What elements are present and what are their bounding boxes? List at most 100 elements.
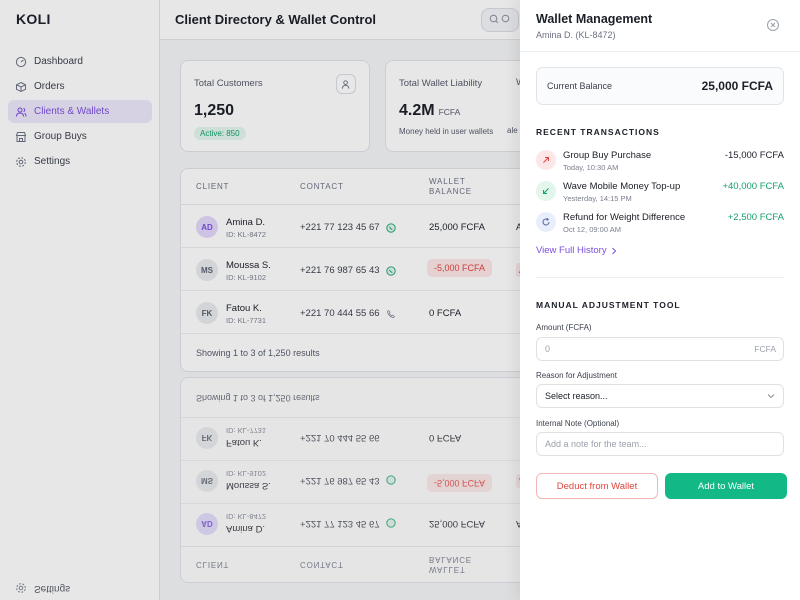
note-input[interactable] [536, 432, 784, 456]
avatar: AD [196, 216, 218, 238]
client-contact: +221 77 123 45 67 [300, 518, 396, 529]
amount-input[interactable] [536, 337, 784, 361]
client-phone: +221 70 444 55 66 [300, 308, 380, 319]
client-phone: +221 76 987 65 43 [300, 265, 380, 276]
sidebar-nav: Dashboard Orders Clients & Wallets Group… [8, 50, 152, 175]
recent-transactions-heading: RECENT TRANSACTIONS [536, 127, 660, 137]
client-name: Moussa S. [226, 260, 271, 271]
arrow-down-left-icon [536, 181, 556, 201]
reason-label: Reason for Adjustment [536, 371, 617, 380]
page-title: Client Directory & Wallet Control [175, 12, 377, 27]
sidebar-item-settings[interactable]: Settings [8, 150, 152, 173]
users-icon [336, 74, 356, 94]
client-contact: +221 70 444 55 66 [300, 308, 396, 319]
amount-label: Amount (FCFA) [536, 323, 592, 332]
sidebar-item-orders[interactable]: Orders [8, 75, 152, 98]
wallet-management-drawer: Wallet Management Amina D. (KL-8472) Cur… [520, 0, 800, 600]
transaction-amount: -15,000 FCFA [724, 150, 784, 161]
table-row[interactable]: MS Moussa S. ID: KL-9102 +221 76 987 65 … [181, 248, 779, 291]
search-button[interactable] [481, 8, 519, 32]
transaction-time: Oct 12, 09:00 AM [563, 225, 621, 234]
client-name: Fatou K. [226, 303, 262, 314]
sidebar-item-clients-wallets[interactable]: Clients & Wallets [8, 100, 152, 123]
store-icon [15, 131, 27, 143]
gear-icon [15, 156, 27, 168]
transaction-item[interactable]: Group Buy Purchase Today, 10:30 AM -15,0… [536, 150, 784, 178]
sidebar-item-settings-reflection: Settings [8, 577, 152, 600]
link-label: View Full History [536, 245, 607, 256]
wallet-balance: 0 FCFA [429, 308, 462, 319]
deduct-from-wallet-button[interactable]: Deduct from Wallet [536, 473, 658, 499]
whatsapp-icon[interactable] [385, 222, 396, 233]
reason-select[interactable]: Select reason... [536, 384, 784, 408]
balance-value: 25,000 FCFA [701, 79, 773, 93]
client-contact: +221 76 987 65 43 [300, 265, 396, 276]
stat-unit: FCFA [438, 107, 461, 117]
stat-subtext: Money held in user wallets [399, 127, 494, 136]
transaction-item[interactable]: Wave Mobile Money Top-up Yesterday, 14:1… [536, 181, 784, 209]
transaction-item[interactable]: Refund for Weight Difference Oct 12, 09:… [536, 212, 784, 240]
balance-label: Current Balance [547, 81, 613, 91]
sidebar-item-label: Clients & Wallets [34, 106, 110, 117]
client-id: ID: KL-9102 [226, 273, 267, 282]
client-name: Amina D. [226, 217, 266, 228]
drawer-title: Wallet Management [536, 12, 653, 26]
users-icon [15, 106, 27, 118]
chevron-down-icon [767, 394, 775, 399]
current-balance-card: Current Balance 25,000 FCFA [536, 67, 784, 105]
transaction-time: Yesterday, 14:15 PM [563, 194, 632, 203]
client-id: ID: KL-7731 [226, 316, 267, 325]
stat-subtext-partial: ale [507, 126, 518, 135]
avatar: MS [196, 259, 218, 281]
note-label: Internal Note (Optional) [536, 419, 620, 428]
stat-value-number: 4.2M [399, 102, 435, 119]
close-button[interactable] [766, 18, 780, 32]
table-row: AD Amina D. ID: KL-8472 +221 77 123 45 6… [181, 503, 780, 546]
transaction-name: Refund for Weight Difference [563, 212, 686, 223]
sidebar-item-group-buys[interactable]: Group Buys [8, 125, 152, 148]
modal-backdrop[interactable] [0, 0, 520, 600]
divider [536, 277, 784, 278]
sidebar: KOLI Dashboard Orders Clients & Wallets [0, 0, 160, 600]
close-icon [767, 19, 779, 31]
table-row[interactable]: AD Amina D. ID: KL-8472 +221 77 123 45 6… [181, 205, 779, 248]
column-header-contact: CONTACT [300, 182, 344, 191]
transaction-time: Today, 10:30 AM [563, 163, 619, 172]
transaction-name: Wave Mobile Money Top-up [563, 181, 681, 192]
drawer-subtitle: Amina D. (KL-8472) [536, 30, 616, 40]
table-row: MS Moussa S. ID: KL-9102 +221 76 987 65 … [181, 460, 780, 503]
table-row[interactable]: FK Fatou K. ID: KL-7731 +221 70 444 55 6… [181, 291, 779, 334]
column-header-line1: WALLET [429, 177, 466, 186]
stat-label: Total Wallet Liability [399, 78, 483, 89]
view-full-history-link[interactable]: View Full History [536, 245, 617, 256]
stat-value: 1,250 [194, 102, 235, 119]
chevron-right-icon [611, 247, 616, 254]
transaction-amount: +40,000 FCFA [722, 181, 784, 192]
add-to-wallet-button[interactable]: Add to Wallet [665, 473, 787, 499]
amount-currency-suffix: FCFA [754, 344, 776, 354]
pagination-summary: Showing 1 to 3 of 1,250 results [196, 348, 320, 358]
transaction-amount: +2,500 FCFA [727, 212, 784, 223]
stat-value: 4.2M FCFA [399, 102, 460, 120]
sidebar-item-dashboard[interactable]: Dashboard [8, 50, 152, 73]
box-icon [15, 81, 27, 93]
client-table-reflection: CLIENT CONTACT WALLET BALANCE AD Amina D.… [180, 377, 780, 583]
column-header-line2: BALANCE [429, 187, 472, 196]
phone-icon[interactable] [386, 309, 396, 319]
whatsapp-icon[interactable] [385, 265, 396, 276]
sidebar-item-label: Orders [34, 81, 65, 92]
search-icon [489, 11, 511, 29]
active-badge: Active: 850 [194, 127, 246, 140]
wallet-balance-negative: -5,000 FCFA [427, 259, 493, 277]
sidebar-item-label: Group Buys [34, 131, 87, 142]
refresh-icon [536, 212, 556, 232]
sidebar-item-label: Dashboard [34, 56, 83, 67]
adjustment-tool-heading: MANUAL ADJUSTMENT TOOL [536, 300, 681, 310]
table-header: CLIENT CONTACT WALLET BALANCE [181, 169, 779, 205]
stat-label: Total Customers [194, 78, 263, 89]
whatsapp-icon [385, 518, 396, 529]
wallet-balance: 25,000 FCFA [429, 222, 485, 233]
client-contact: +221 76 987 65 43 [300, 475, 396, 486]
reason-select-value: Select reason... [545, 391, 608, 401]
